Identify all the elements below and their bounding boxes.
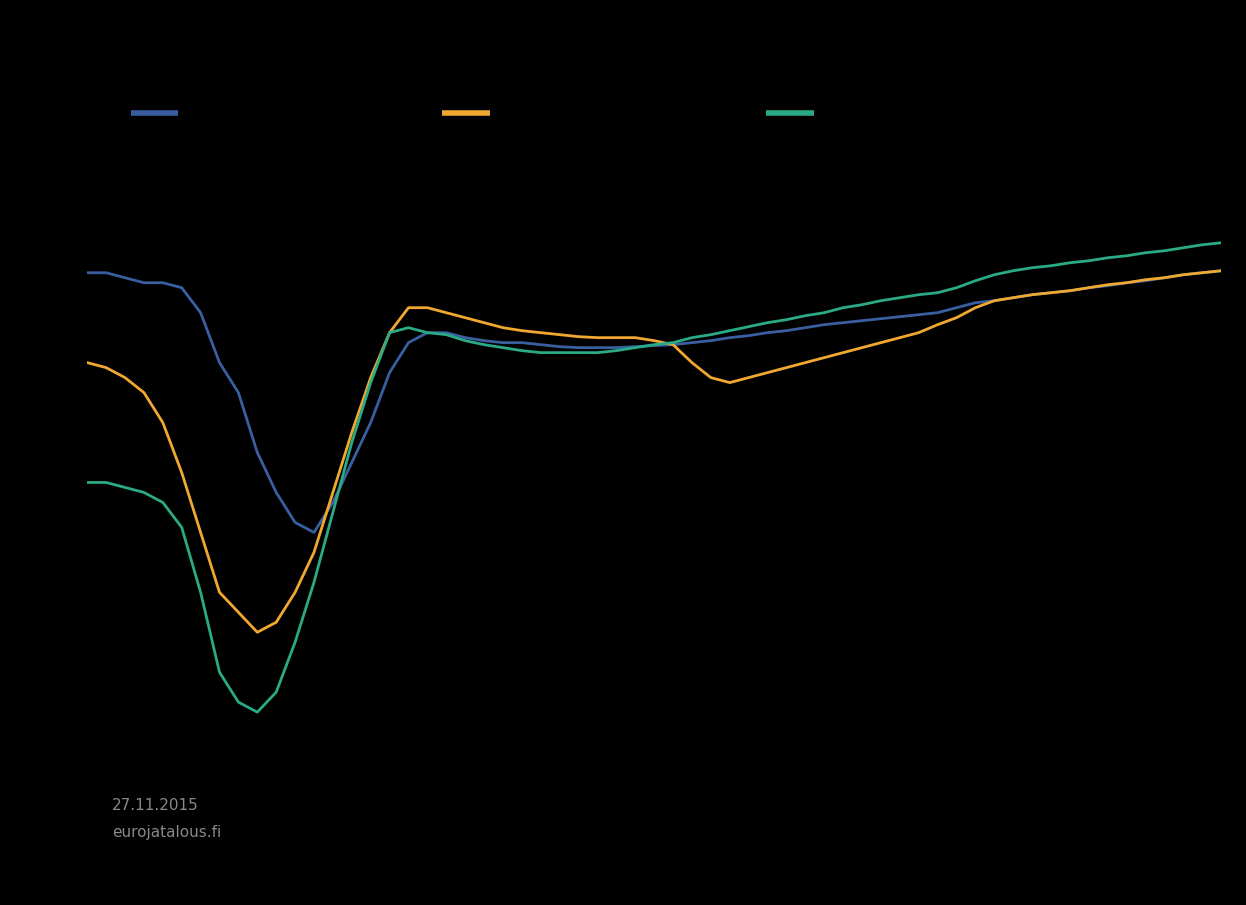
Text: 27.11.2015: 27.11.2015 (112, 798, 199, 813)
Text: eurojatalous.fi: eurojatalous.fi (112, 825, 222, 840)
